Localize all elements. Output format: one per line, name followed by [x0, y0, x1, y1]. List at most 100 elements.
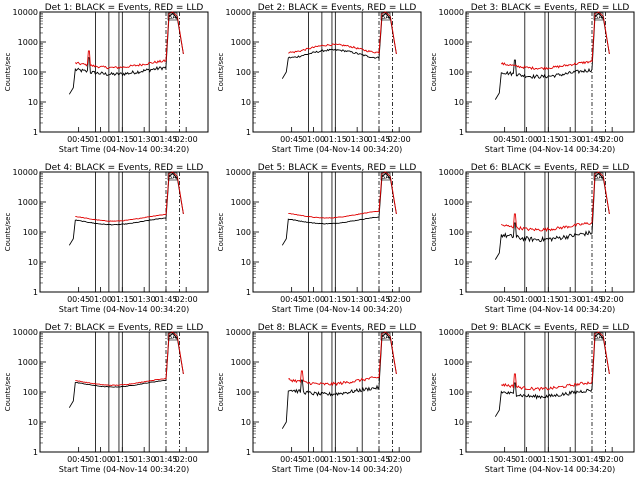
y-tick-label: 1000	[444, 38, 464, 47]
events-series-line	[281, 12, 397, 79]
saa-flag-label: SA	[381, 14, 390, 21]
x-tick-label: 02:00	[601, 295, 624, 304]
y-tick-label: 10	[241, 258, 251, 267]
x-tick-label: 01:00	[515, 295, 538, 304]
x-tick-label: 01:30	[133, 135, 156, 144]
x-tick-label: 01:00	[89, 455, 112, 464]
x-tick-label: 00:45	[280, 295, 303, 304]
y-tick-label: 10	[28, 258, 38, 267]
panel-title: Det 4: BLACK = Events, RED = LLD	[45, 163, 204, 173]
y-tick-label: 10	[241, 98, 251, 107]
detector-panel-7: Det 7: BLACK = Events, RED = LLD Counts/s…	[4, 323, 209, 474]
plot-frame	[39, 331, 209, 453]
x-axis-label: Start Time (04-Nov-14 00:34:20)	[272, 465, 402, 474]
y-tick-label: 1	[246, 288, 251, 297]
lld-series-line	[75, 331, 184, 386]
x-tick-label: 01:15	[537, 135, 560, 144]
x-tick-label: 01:15	[324, 135, 347, 144]
y-tick-label: 10000	[226, 8, 251, 17]
plot-frame	[39, 171, 209, 293]
saa-flag-label: SA	[594, 14, 603, 21]
x-tick-label: 01:30	[133, 295, 156, 304]
x-tick-label: 00:45	[493, 135, 516, 144]
y-tick-label: 10000	[439, 328, 464, 337]
x-tick-label: 01:30	[559, 455, 582, 464]
x-tick-label: 02:00	[175, 135, 198, 144]
x-tick-label: 01:30	[133, 455, 156, 464]
y-tick-label: 1	[246, 128, 251, 137]
events-series-line	[494, 172, 610, 260]
x-tick-label: 02:00	[388, 135, 411, 144]
y-tick-label: 10	[28, 418, 38, 427]
detector-panel-5: Det 5: BLACK = Events, RED = LLD Counts/s…	[217, 163, 422, 314]
events-series-line	[68, 12, 184, 95]
x-tick-label: 01:30	[346, 295, 369, 304]
y-axis-label: Counts/sec	[4, 53, 12, 92]
y-tick-label: 1000	[18, 38, 38, 47]
y-tick-label: 10000	[13, 328, 38, 337]
detector-panel-9: Det 9: BLACK = Events, RED = LLD Counts/s…	[430, 323, 635, 474]
x-tick-label: 01:00	[515, 135, 538, 144]
events-series-line	[494, 12, 610, 100]
lld-series-line	[500, 171, 610, 233]
y-tick-label: 10	[241, 418, 251, 427]
lld-series-line	[74, 11, 184, 70]
x-tick-label: 01:15	[537, 455, 560, 464]
y-axis-label: Counts/sec	[4, 213, 12, 252]
y-tick-label: 1	[246, 448, 251, 457]
saa-flag-label: SA	[168, 174, 177, 181]
x-tick-label: 01:15	[111, 455, 134, 464]
x-axis-label: Start Time (04-Nov-14 00:34:20)	[59, 465, 189, 474]
saa-flag-box	[593, 172, 604, 181]
x-tick-label: 01:45	[367, 295, 390, 304]
y-tick-label: 100	[449, 68, 464, 77]
lld-series-line	[500, 11, 610, 71]
x-tick-label: 01:00	[302, 135, 325, 144]
detector-panel-3: Det 3: BLACK = Events, RED = LLD Counts/s…	[430, 3, 635, 154]
saa-flag-box	[167, 12, 178, 21]
y-tick-label: 100	[23, 68, 38, 77]
x-axis-label: Start Time (04-Nov-14 00:34:20)	[59, 145, 189, 154]
y-tick-label: 10000	[439, 8, 464, 17]
y-tick-label: 1000	[444, 198, 464, 207]
y-tick-label: 10	[454, 98, 464, 107]
panel-title: Det 2: BLACK = Events, RED = LLD	[258, 3, 417, 13]
y-tick-label: 100	[236, 68, 251, 77]
y-axis-label: Counts/sec	[217, 373, 225, 412]
y-tick-label: 1	[459, 448, 464, 457]
detector-panel-2: Det 2: BLACK = Events, RED = LLD Counts/s…	[217, 3, 422, 154]
y-tick-label: 10000	[226, 328, 251, 337]
lld-series-line	[288, 171, 397, 219]
x-tick-label: 00:45	[280, 135, 303, 144]
saa-flag-box	[167, 172, 178, 181]
x-tick-label: 02:00	[388, 295, 411, 304]
y-tick-label: 10000	[439, 168, 464, 177]
events-series-line	[281, 172, 397, 246]
x-tick-label: 01:15	[324, 295, 347, 304]
x-tick-label: 02:00	[388, 455, 411, 464]
plot-frame	[465, 171, 635, 293]
y-axis-label: Counts/sec	[430, 373, 438, 412]
y-tick-label: 100	[23, 228, 38, 237]
saa-flag-label: SA	[381, 334, 390, 341]
saa-flag-box	[380, 12, 391, 21]
y-tick-label: 100	[23, 388, 38, 397]
x-tick-label: 01:15	[111, 295, 134, 304]
x-tick-label: 01:30	[346, 135, 369, 144]
detector-panel-6: Det 6: BLACK = Events, RED = LLD Counts/s…	[430, 163, 635, 314]
panel-title: Det 9: BLACK = Events, RED = LLD	[471, 323, 630, 333]
plot-frame	[465, 11, 635, 133]
x-tick-label: 01:45	[154, 295, 177, 304]
x-tick-label: 00:45	[67, 295, 90, 304]
x-tick-label: 00:45	[67, 135, 90, 144]
panel-title: Det 5: BLACK = Events, RED = LLD	[258, 163, 417, 173]
events-series-line	[281, 332, 397, 429]
x-tick-label: 00:45	[493, 295, 516, 304]
y-tick-label: 100	[449, 228, 464, 237]
y-axis-label: Counts/sec	[430, 213, 438, 252]
x-tick-label: 01:00	[515, 455, 538, 464]
panel-title: Det 1: BLACK = Events, RED = LLD	[45, 3, 204, 13]
x-tick-label: 01:15	[537, 295, 560, 304]
x-tick-label: 01:15	[324, 455, 347, 464]
